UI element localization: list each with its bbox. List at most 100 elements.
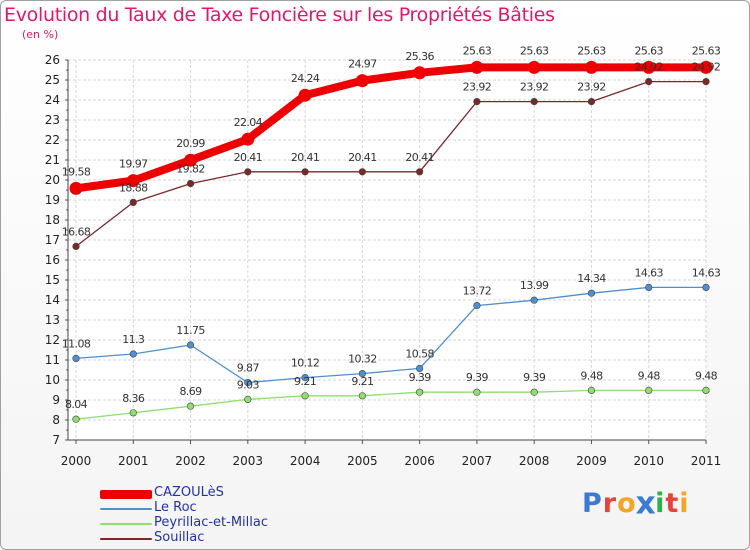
data-label: 11.08 [62, 337, 91, 350]
data-point [584, 60, 598, 74]
data-point [186, 402, 195, 410]
x-tick-label: 2008 [519, 454, 550, 468]
data-point [702, 77, 710, 86]
data-label: 8.36 [122, 392, 145, 405]
y-tick-label: 22 [45, 133, 60, 147]
data-point [702, 386, 710, 395]
data-point [126, 174, 140, 188]
series-line [75, 80, 707, 248]
data-point [530, 97, 538, 106]
legend-item: Peyrillac-et-Millac [100, 515, 360, 531]
data-point [587, 386, 596, 395]
data-point [244, 395, 252, 404]
data-point [69, 181, 83, 195]
data-point [416, 168, 424, 176]
y-tick-label: 23 [45, 113, 60, 127]
data-label: 24.92 [634, 61, 663, 74]
data-point [645, 77, 653, 86]
y-tick-label: 11 [45, 353, 60, 367]
data-label: 14.63 [692, 266, 721, 279]
data-point [645, 283, 653, 292]
series-line [75, 286, 707, 384]
y-tick-label: 13 [45, 313, 60, 327]
data-label: 9.48 [638, 369, 661, 382]
logo-letter: o [617, 488, 637, 519]
data-label: 25.63 [577, 44, 606, 57]
series-line [72, 63, 710, 193]
data-point [642, 60, 656, 74]
y-tick-label: 24 [45, 93, 60, 107]
data-label: 9.03 [237, 378, 260, 391]
x-tick-label: 2000 [61, 454, 92, 468]
data-label: 13.99 [520, 279, 549, 292]
y-tick-label: 18 [45, 213, 60, 227]
data-label: 19.58 [62, 165, 91, 178]
data-label: 18.88 [119, 181, 148, 194]
data-point [184, 153, 198, 167]
data-point [186, 180, 195, 188]
y-tick-label: 15 [45, 273, 60, 287]
data-point [473, 388, 481, 396]
x-tick-label: 2005 [347, 454, 378, 468]
y-tick-label: 25 [45, 73, 60, 87]
x-tick-label: 2001 [118, 454, 149, 468]
legend-item: Souillac [100, 530, 360, 546]
data-label: 25.63 [634, 44, 663, 57]
data-label: 10.32 [348, 353, 377, 366]
legend-label: Peyrillac-et-Millac [154, 515, 269, 530]
data-label: 9.39 [466, 371, 489, 384]
legend-item: Le Roc [100, 500, 360, 516]
x-tick-label: 2007 [462, 454, 493, 468]
x-tick-label: 2003 [233, 454, 264, 468]
y-tick-label: 14 [45, 293, 60, 307]
data-label: 19.82 [176, 163, 205, 176]
legend-label: Le Roc [154, 500, 197, 515]
data-label: 8.04 [65, 398, 88, 411]
data-label: 24.92 [692, 61, 721, 74]
data-point [358, 392, 366, 400]
data-point [241, 132, 255, 146]
data-label: 20.41 [291, 151, 320, 164]
legend-label: CAZOULèS [154, 485, 224, 500]
data-label: 25.36 [405, 50, 434, 63]
y-tick-label: 20 [45, 173, 60, 187]
data-point [470, 60, 484, 74]
data-point [244, 168, 252, 176]
x-tick-label: 2002 [175, 454, 206, 468]
data-point [186, 341, 195, 349]
x-tick-label: 2010 [633, 454, 664, 468]
data-label: 9.48 [580, 369, 603, 382]
legend-label: Souillac [154, 530, 205, 545]
data-label: 8.69 [179, 385, 202, 398]
data-label: 14.63 [634, 266, 663, 279]
data-point [413, 66, 427, 80]
data-point [473, 302, 481, 310]
data-point [416, 388, 424, 396]
data-point [244, 379, 252, 387]
y-tick-label: 19 [45, 193, 60, 207]
data-point [72, 242, 80, 250]
data-point [527, 60, 541, 74]
data-point [298, 88, 312, 102]
data-label: 25.63 [463, 44, 492, 57]
data-point [530, 388, 538, 396]
data-label: 20.41 [234, 151, 263, 164]
data-point [530, 296, 538, 304]
data-label: 25.63 [692, 44, 721, 57]
data-label: 9.48 [695, 369, 718, 382]
legend-item: CAZOULèS [100, 485, 360, 501]
data-label: 20.41 [405, 151, 434, 164]
data-label: 24.97 [348, 58, 377, 71]
data-label: 24.24 [291, 72, 320, 85]
data-label: 9.39 [409, 371, 432, 384]
data-point [416, 364, 424, 373]
data-label: 9.21 [294, 375, 316, 388]
logo-letter: P [582, 488, 603, 519]
logo-letter: x [635, 485, 657, 522]
data-point [358, 168, 366, 176]
data-point [301, 168, 309, 176]
data-point [587, 289, 596, 297]
data-point [355, 74, 369, 88]
data-point [129, 409, 137, 417]
